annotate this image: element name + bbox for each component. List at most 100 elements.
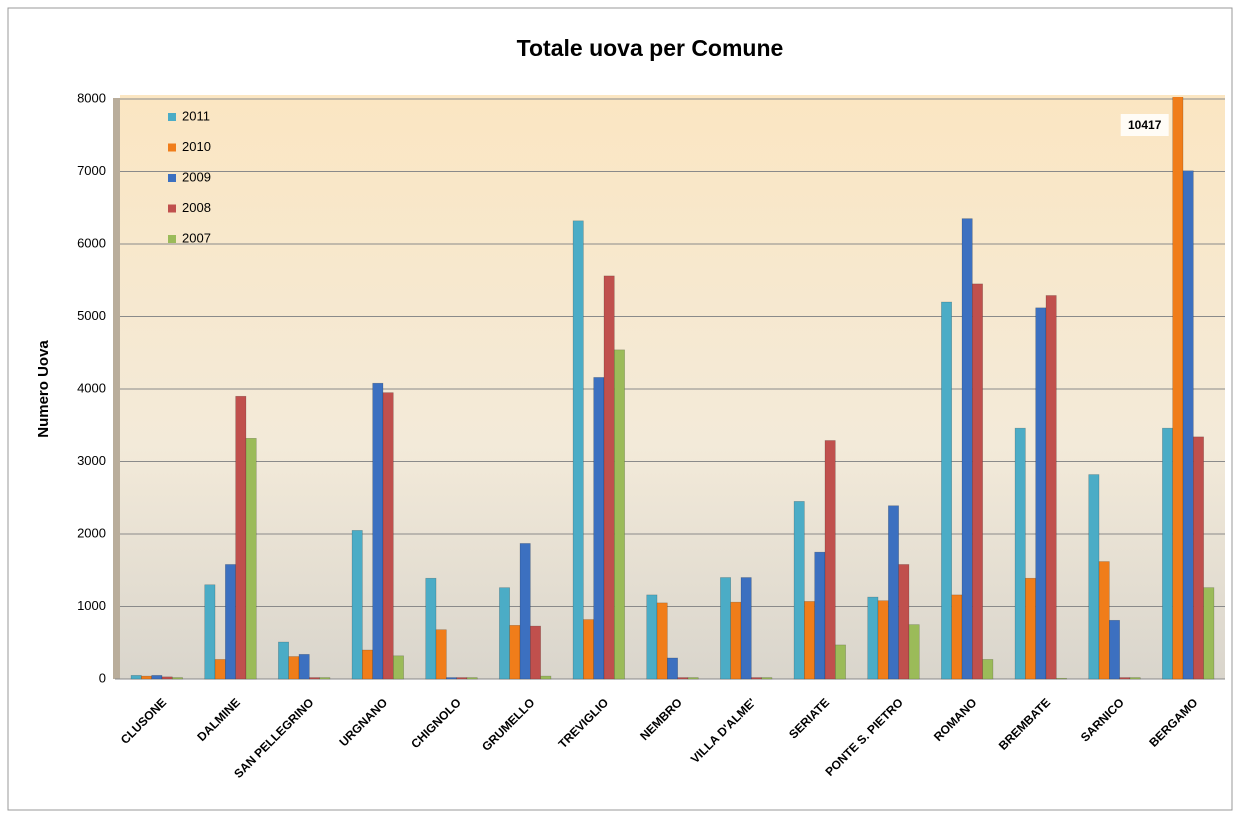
bar <box>804 601 815 680</box>
bar <box>446 677 457 680</box>
bar <box>466 677 478 680</box>
bar <box>867 596 879 680</box>
bar <box>603 275 615 680</box>
bar <box>877 600 889 680</box>
bar <box>1014 427 1026 680</box>
bar <box>130 675 142 680</box>
bar <box>214 659 226 680</box>
y-tick-label: 2000 <box>77 525 106 540</box>
y-tick-label: 1000 <box>77 598 106 613</box>
bar <box>646 594 658 680</box>
bar <box>151 675 163 680</box>
bar <box>667 657 678 680</box>
bar <box>319 677 331 680</box>
data-label-box <box>1120 114 1169 136</box>
bar <box>499 587 510 680</box>
bar <box>456 677 468 680</box>
data-label: 10417 <box>1128 118 1162 132</box>
bar <box>1109 619 1120 680</box>
chart-title: Totale uova per Comune <box>517 35 784 61</box>
y-tick-label: 5000 <box>77 308 106 323</box>
legend-label: 2011 <box>182 108 210 123</box>
bar <box>888 505 899 680</box>
bar <box>298 654 310 680</box>
bar <box>172 677 183 680</box>
bar <box>687 677 699 680</box>
bar <box>572 220 584 680</box>
legend-swatch <box>168 113 176 121</box>
bar <box>793 501 805 680</box>
bar <box>425 577 437 680</box>
bar <box>824 440 836 680</box>
legend-swatch <box>168 174 176 182</box>
bar <box>1172 97 1184 680</box>
bar <box>814 551 826 680</box>
bar <box>961 218 973 680</box>
bar <box>730 601 742 680</box>
bar <box>835 644 846 680</box>
legend-swatch <box>168 143 176 152</box>
bar <box>372 382 384 680</box>
bar <box>362 649 373 680</box>
legend-label: 2010 <box>182 139 211 154</box>
bar <box>1056 677 1067 680</box>
bar <box>225 564 236 680</box>
legend-label: 2008 <box>182 200 211 215</box>
bar <box>740 577 752 680</box>
bar <box>278 641 289 680</box>
bar <box>1119 677 1131 680</box>
bar <box>1025 577 1036 680</box>
bars <box>130 97 1215 680</box>
bar <box>908 624 920 680</box>
bar <box>382 392 394 680</box>
bar <box>941 301 952 680</box>
bar <box>1035 307 1047 680</box>
bar <box>761 677 773 680</box>
bar <box>245 437 257 680</box>
bar <box>351 530 363 680</box>
plot-area <box>120 95 1225 679</box>
bar <box>1045 295 1057 680</box>
bar <box>1098 561 1110 680</box>
side-wall <box>113 98 120 679</box>
bar <box>1088 474 1100 680</box>
bar <box>1193 436 1204 680</box>
bar <box>204 584 216 680</box>
legend-swatch <box>168 204 176 213</box>
legend-label: 2007 <box>182 230 211 245</box>
bar <box>677 677 689 680</box>
y-axis-title: Numero Uova <box>35 340 52 438</box>
y-tick-label: 0 <box>99 670 106 685</box>
bar <box>614 349 625 680</box>
bar <box>161 676 173 680</box>
bar <box>593 377 605 680</box>
bar <box>898 564 910 680</box>
bar <box>1182 170 1194 680</box>
bar <box>972 283 983 680</box>
y-tick-label: 6000 <box>77 235 106 250</box>
y-tick-label: 3000 <box>77 453 106 468</box>
bar <box>982 659 994 680</box>
y-tick-label: 4000 <box>77 380 106 395</box>
bar <box>509 625 521 680</box>
bar <box>1129 677 1141 680</box>
bar <box>951 594 963 680</box>
bar <box>1203 587 1215 680</box>
bar <box>583 619 594 680</box>
legend-label: 2009 <box>182 169 211 184</box>
bar <box>519 543 531 680</box>
legend-swatch <box>168 235 176 243</box>
bar <box>393 655 404 680</box>
y-tick-label: 8000 <box>77 90 106 105</box>
bar <box>1162 427 1173 680</box>
bar <box>530 625 541 680</box>
bar <box>309 677 320 680</box>
bar <box>141 675 152 680</box>
bar <box>540 675 552 680</box>
bar <box>435 629 447 680</box>
bar <box>751 677 762 680</box>
bar <box>720 577 731 680</box>
y-tick-label: 7000 <box>77 163 106 178</box>
bar <box>656 602 668 680</box>
